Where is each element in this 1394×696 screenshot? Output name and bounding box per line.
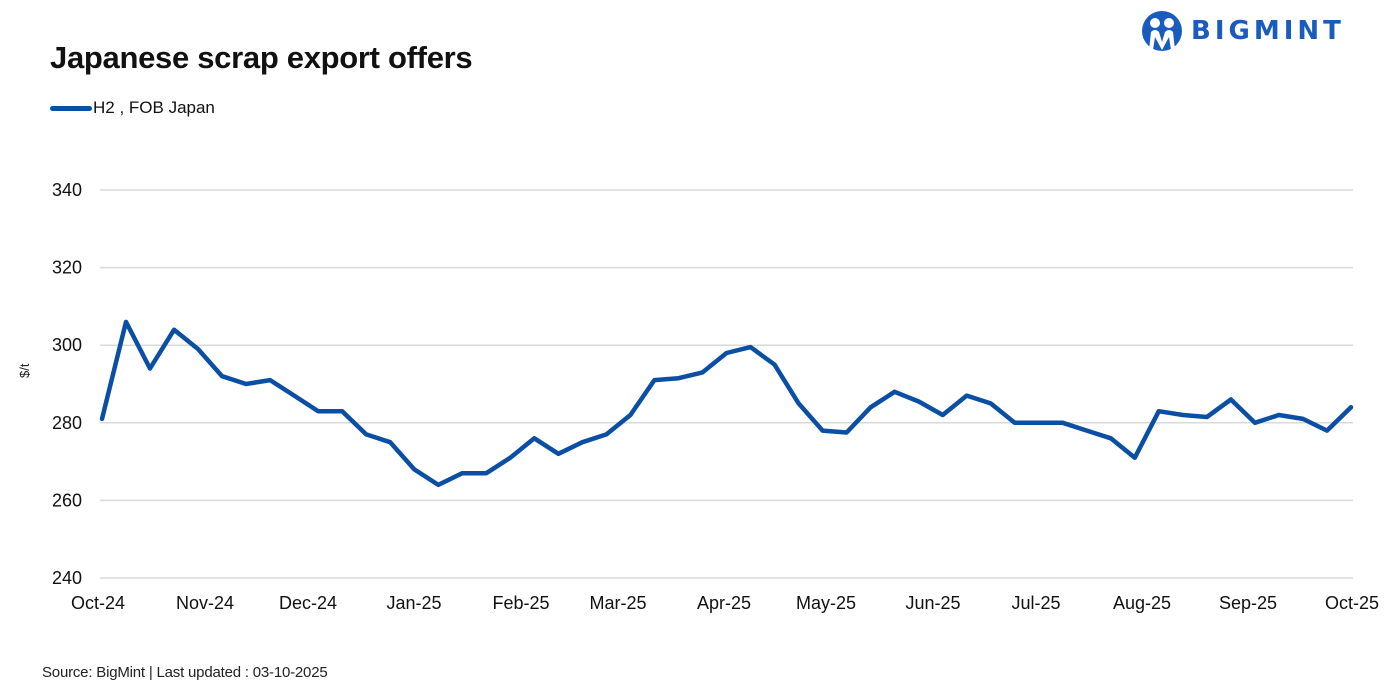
bigmint-logo-icon — [1142, 11, 1182, 51]
x-tick-label: Jul-25 — [1011, 593, 1060, 613]
x-tick-label: Nov-24 — [176, 593, 234, 613]
x-tick-label: Oct-25 — [1325, 593, 1379, 613]
x-tick-label: Jun-25 — [905, 593, 960, 613]
x-tick-label: Jan-25 — [386, 593, 441, 613]
y-tick-label: 320 — [52, 258, 82, 278]
source-footer: Source: BigMint | Last updated : 03-10-2… — [42, 664, 328, 681]
x-tick-label: Dec-24 — [279, 593, 337, 613]
bigmint-logo: BIGMINT — [1141, 10, 1345, 52]
legend: H2 , FOB Japan — [50, 98, 215, 118]
x-tick-label: Sep-25 — [1219, 593, 1277, 613]
x-tick-label: Apr-25 — [697, 593, 751, 613]
y-axis-ticks: 240 260 280 300 320 340 — [52, 180, 82, 588]
x-tick-label: Mar-25 — [589, 593, 646, 613]
y-tick-label: 280 — [52, 413, 82, 433]
legend-line-swatch — [50, 105, 92, 111]
x-tick-label: Oct-24 — [71, 593, 125, 613]
y-tick-label: 300 — [52, 335, 82, 355]
chart-title: Japanese scrap export offers — [50, 40, 473, 75]
series-line-h2-fob-japan — [99, 319, 1354, 488]
x-tick-label: Feb-25 — [492, 593, 549, 613]
x-tick-label: Aug-25 — [1113, 593, 1171, 613]
gridlines — [100, 189, 1353, 579]
y-tick-label: 340 — [52, 180, 82, 200]
y-tick-label: 240 — [52, 568, 82, 588]
x-tick-label: May-25 — [796, 593, 856, 613]
x-axis-ticks: Oct-24 Nov-24 Dec-24 Jan-25 Feb-25 Mar-25 Apr-… — [71, 593, 1379, 613]
y-tick-label: 260 — [52, 490, 82, 510]
brand-name: BIGMINT — [1191, 16, 1345, 46]
legend-label: H2 , FOB Japan — [93, 98, 215, 117]
